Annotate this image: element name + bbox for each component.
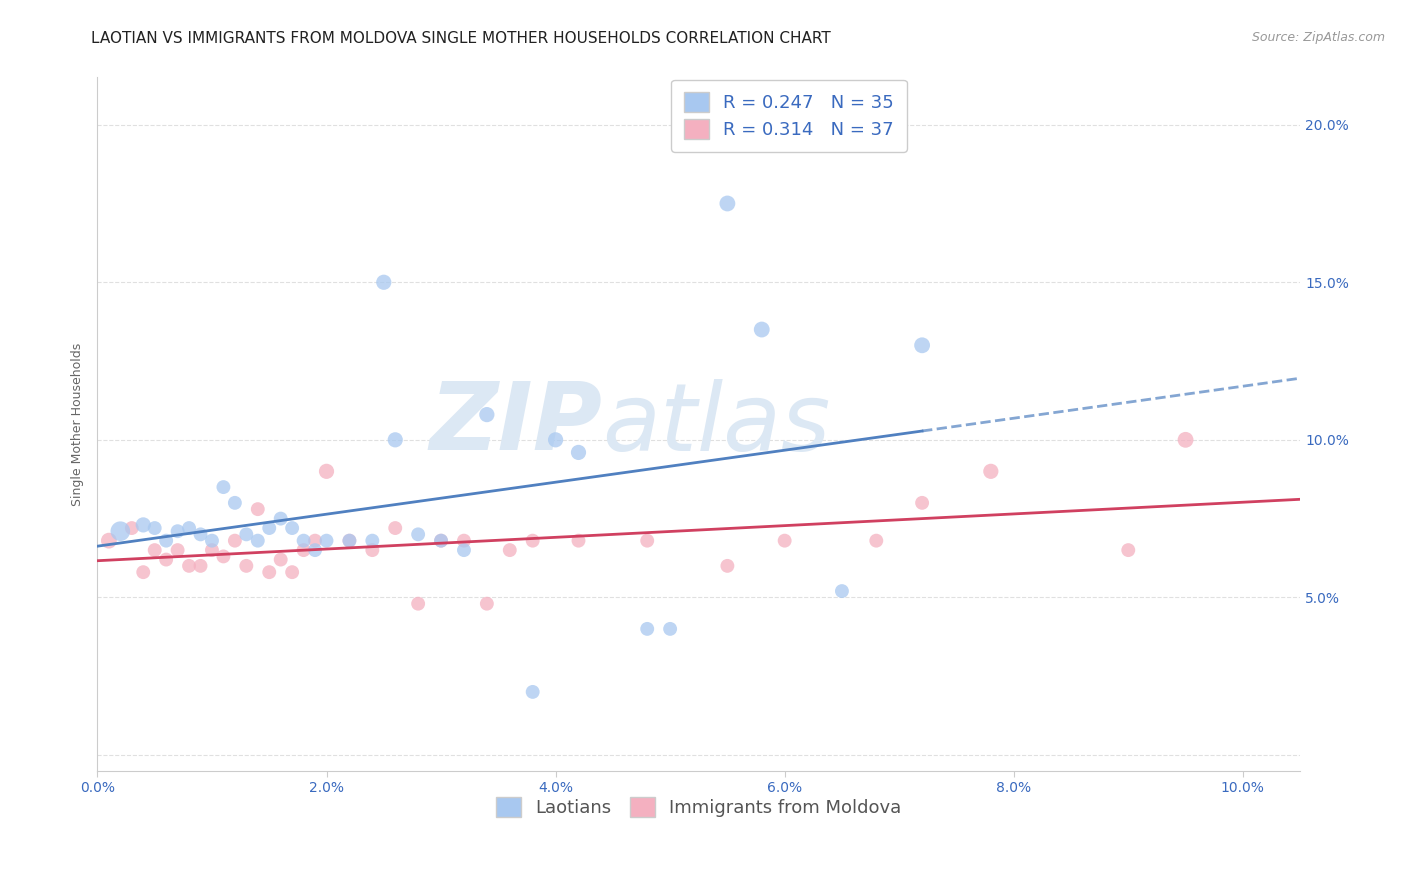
Point — [246, 502, 269, 516]
Point — [177, 521, 200, 535]
Point — [911, 496, 934, 510]
Point — [155, 533, 177, 548]
Point — [659, 622, 682, 636]
Point — [406, 527, 429, 541]
Point — [281, 565, 304, 579]
Point — [406, 597, 429, 611]
Point — [339, 533, 361, 548]
Point — [110, 524, 132, 539]
Point — [499, 543, 522, 558]
Text: Source: ZipAtlas.com: Source: ZipAtlas.com — [1251, 31, 1385, 45]
Point — [361, 543, 384, 558]
Point — [453, 543, 475, 558]
Legend: Laotians, Immigrants from Moldova: Laotians, Immigrants from Moldova — [489, 789, 908, 824]
Point — [166, 543, 188, 558]
Point — [522, 685, 544, 699]
Point — [430, 533, 453, 548]
Point — [212, 549, 235, 564]
Point — [636, 533, 658, 548]
Point — [315, 464, 337, 478]
Point — [281, 521, 304, 535]
Point — [831, 584, 853, 599]
Point — [430, 533, 453, 548]
Point — [201, 533, 224, 548]
Text: atlas: atlas — [603, 378, 831, 469]
Point — [201, 543, 224, 558]
Point — [522, 533, 544, 548]
Point — [190, 558, 212, 573]
Point — [143, 543, 166, 558]
Point — [304, 543, 326, 558]
Point — [143, 521, 166, 535]
Point — [567, 533, 589, 548]
Point — [270, 552, 292, 566]
Point — [166, 524, 188, 539]
Point — [980, 464, 1002, 478]
Point — [1116, 543, 1139, 558]
Point — [636, 622, 658, 636]
Point — [315, 533, 337, 548]
Point — [224, 533, 246, 548]
Text: ZIP: ZIP — [430, 378, 603, 470]
Point — [361, 533, 384, 548]
Point — [475, 597, 498, 611]
Point — [235, 527, 257, 541]
Point — [235, 558, 257, 573]
Point — [292, 543, 315, 558]
Point — [384, 433, 406, 447]
Point — [751, 322, 773, 336]
Point — [453, 533, 475, 548]
Point — [155, 552, 177, 566]
Point — [257, 565, 280, 579]
Point — [373, 275, 395, 289]
Point — [246, 533, 269, 548]
Point — [224, 496, 246, 510]
Point — [270, 511, 292, 525]
Point — [121, 521, 143, 535]
Text: LAOTIAN VS IMMIGRANTS FROM MOLDOVA SINGLE MOTHER HOUSEHOLDS CORRELATION CHART: LAOTIAN VS IMMIGRANTS FROM MOLDOVA SINGL… — [91, 31, 831, 46]
Point — [567, 445, 589, 459]
Point — [339, 533, 361, 548]
Point — [257, 521, 280, 535]
Point — [132, 565, 155, 579]
Point — [132, 517, 155, 532]
Point — [177, 558, 200, 573]
Point — [716, 558, 738, 573]
Point — [384, 521, 406, 535]
Point — [911, 338, 934, 352]
Point — [97, 533, 120, 548]
Point — [716, 196, 738, 211]
Point — [773, 533, 796, 548]
Point — [544, 433, 567, 447]
Point — [304, 533, 326, 548]
Point — [865, 533, 887, 548]
Point — [1174, 433, 1197, 447]
Point — [475, 408, 498, 422]
Y-axis label: Single Mother Households: Single Mother Households — [72, 343, 84, 506]
Point — [190, 527, 212, 541]
Point — [212, 480, 235, 494]
Point — [292, 533, 315, 548]
